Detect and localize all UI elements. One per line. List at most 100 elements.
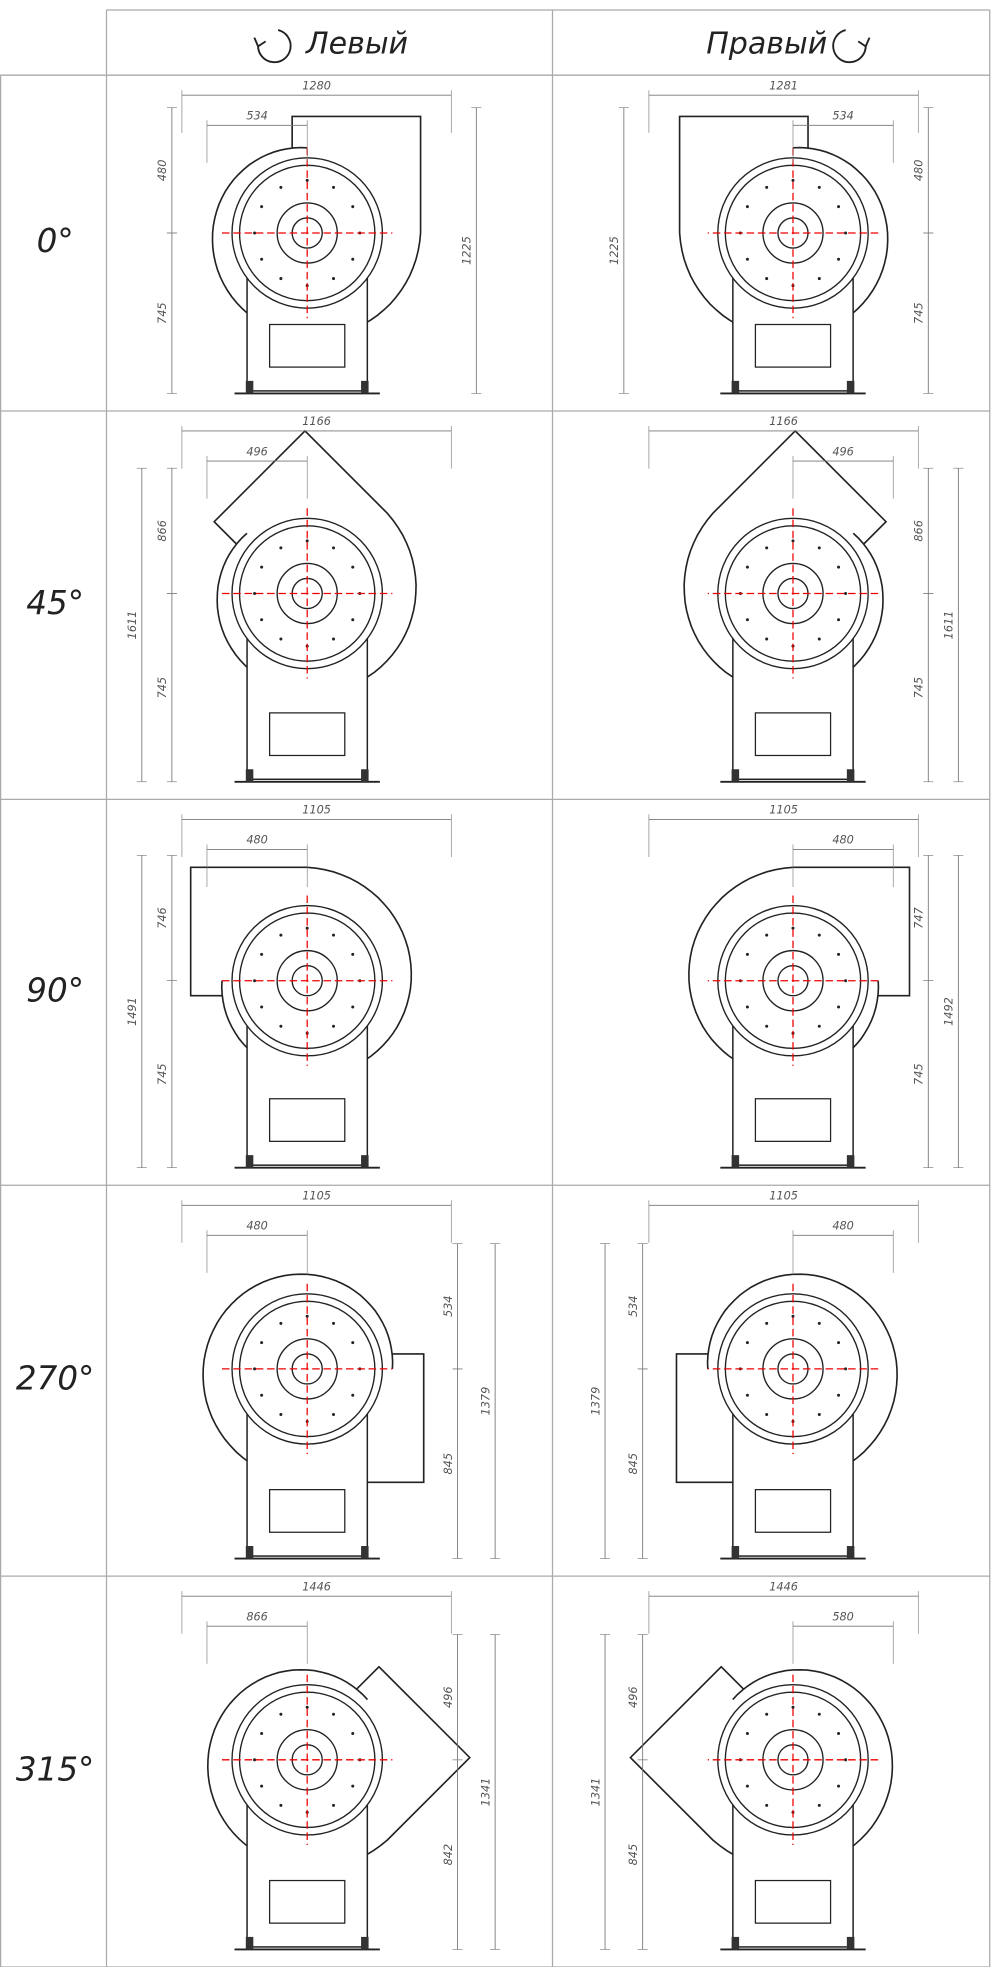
bolt: [791, 178, 795, 182]
bolt: [351, 618, 355, 622]
bolt: [279, 1321, 283, 1325]
bolt: [745, 565, 749, 569]
bolt: [351, 205, 355, 209]
bolt: [332, 185, 336, 189]
motor-window: [268, 712, 346, 757]
rotation-icon: [832, 29, 867, 64]
bolt: [791, 926, 795, 930]
dimension-label: 1491: [126, 997, 139, 1026]
dimension-label: 845: [627, 1453, 640, 1475]
bolt: [837, 205, 841, 209]
bolt: [260, 1784, 264, 1788]
bolt: [817, 1412, 821, 1416]
bolt: [332, 637, 336, 641]
row-angle: 45°: [26, 584, 84, 622]
bolt: [351, 257, 355, 261]
bolt: [305, 539, 309, 543]
bolt: [837, 952, 841, 956]
dimension-label: 1105: [769, 1189, 798, 1202]
bolt: [332, 546, 336, 550]
fan-drawing: [688, 866, 911, 1169]
bolt: [765, 546, 769, 550]
foot: [846, 1546, 855, 1559]
bolt: [844, 1367, 848, 1371]
bolt: [817, 1321, 821, 1325]
bolt: [260, 1731, 264, 1736]
bolt: [765, 1024, 769, 1028]
bolt: [332, 1321, 336, 1325]
dimension-label: 1105: [302, 804, 331, 817]
bolt: [844, 1758, 848, 1762]
bolt: [817, 1803, 821, 1807]
column-header: Правый: [706, 27, 827, 62]
foot: [361, 1546, 369, 1559]
dimension-label: 480: [156, 160, 169, 182]
bolt: [332, 933, 336, 937]
dimension-label: 866: [156, 520, 169, 542]
dimension-label: 745: [156, 677, 169, 699]
dimension-label: 1225: [608, 236, 621, 265]
dimension-label: 480: [832, 834, 854, 847]
dimension-label: 1166: [302, 415, 331, 428]
bolt: [332, 1024, 336, 1028]
bolt: [765, 185, 769, 189]
dimension-label: 496: [442, 1686, 455, 1708]
bolt: [279, 637, 283, 641]
motor-window: [754, 1098, 832, 1142]
dimension-label: 1611: [943, 611, 956, 640]
bolt: [279, 277, 283, 281]
dimension-label: 534: [627, 1296, 640, 1318]
dimension-label: 745: [913, 677, 926, 699]
dimension-label: 1105: [769, 804, 798, 817]
foot: [245, 1155, 254, 1168]
bolt: [837, 565, 841, 569]
dimension-label: 746: [156, 907, 169, 929]
motor-window: [754, 1489, 832, 1533]
dimension-label: 845: [627, 1844, 640, 1866]
foot: [846, 769, 855, 782]
bolt: [837, 1393, 841, 1397]
foot: [731, 380, 740, 394]
bolt: [817, 637, 821, 641]
dimension-label: 1280: [302, 79, 331, 92]
bolt: [745, 1784, 749, 1788]
dimension-label: 534: [442, 1296, 455, 1318]
bolt: [745, 1005, 749, 1009]
bolt: [837, 257, 841, 261]
dimension-label: 866: [246, 1610, 268, 1623]
foot: [361, 1155, 369, 1168]
bolt: [253, 1758, 257, 1762]
foot: [731, 1546, 740, 1559]
motor-window: [268, 1879, 346, 1924]
foot: [245, 1936, 254, 1950]
dimension-label: 1341: [589, 1778, 602, 1807]
dimension-label: 1611: [126, 611, 139, 640]
bolt: [305, 926, 309, 930]
bolt: [745, 1341, 749, 1345]
bolt: [279, 933, 283, 937]
fan-drawing: [629, 1665, 894, 1951]
dimension-label: 1105: [302, 1189, 331, 1202]
motor-window: [268, 1489, 346, 1533]
bolt: [817, 277, 821, 281]
fan-drawing: [213, 429, 417, 783]
dimension-label: 845: [442, 1453, 455, 1475]
dimension-label: 496: [627, 1686, 640, 1708]
bolt: [351, 1005, 355, 1009]
bolt: [837, 1731, 841, 1736]
bolt: [745, 1393, 749, 1397]
bolt: [765, 1803, 769, 1807]
bolt: [279, 1712, 283, 1716]
bolt: [305, 1705, 309, 1709]
bolt: [279, 1412, 283, 1416]
bolt: [765, 277, 769, 281]
rotation-icon: [857, 37, 871, 48]
dimension-label: 1492: [943, 997, 956, 1026]
column-header: Левый: [305, 27, 408, 62]
bolt: [837, 618, 841, 622]
bolt: [745, 257, 749, 261]
bolt: [351, 952, 355, 956]
bolt: [305, 1314, 309, 1318]
rotation-icon: [257, 29, 292, 64]
